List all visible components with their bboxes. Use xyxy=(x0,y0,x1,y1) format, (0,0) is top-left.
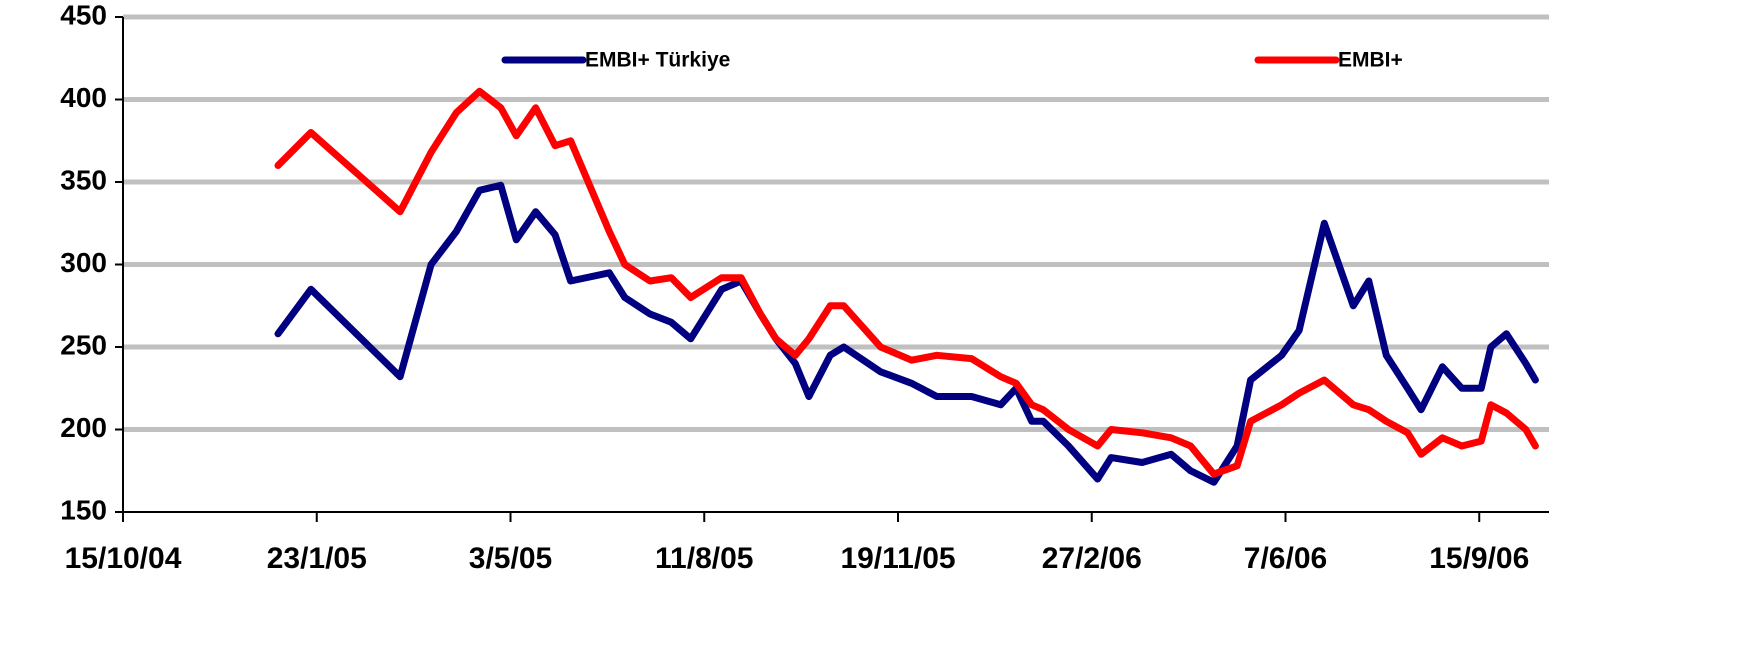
legend-label: EMBI+ Türkiye xyxy=(585,49,730,72)
x-tick-label: 11/8/05 xyxy=(655,542,753,575)
y-tick-label: 200 xyxy=(60,412,107,443)
y-tick-label: 250 xyxy=(60,329,107,360)
y-tick-label: 300 xyxy=(60,247,107,278)
y-tick-label: 350 xyxy=(60,164,107,195)
x-tick-label: 23/1/05 xyxy=(267,542,367,575)
x-tick-label: 15/9/06 xyxy=(1429,542,1529,575)
y-tick-label: 400 xyxy=(60,82,107,113)
x-tick-label: 15/10/04 xyxy=(65,542,182,575)
x-tick-label: 3/5/05 xyxy=(469,542,552,575)
x-tick-label: 27/2/06 xyxy=(1042,542,1142,575)
y-tick-label: 150 xyxy=(60,494,107,525)
series-line xyxy=(274,181,1539,486)
series-line xyxy=(274,87,1539,478)
legend-label: EMBI+ xyxy=(1338,49,1403,72)
x-tick-label: 19/11/05 xyxy=(840,542,955,575)
x-tick-label: 7/6/06 xyxy=(1244,542,1327,575)
y-tick-label: 450 xyxy=(60,0,107,30)
